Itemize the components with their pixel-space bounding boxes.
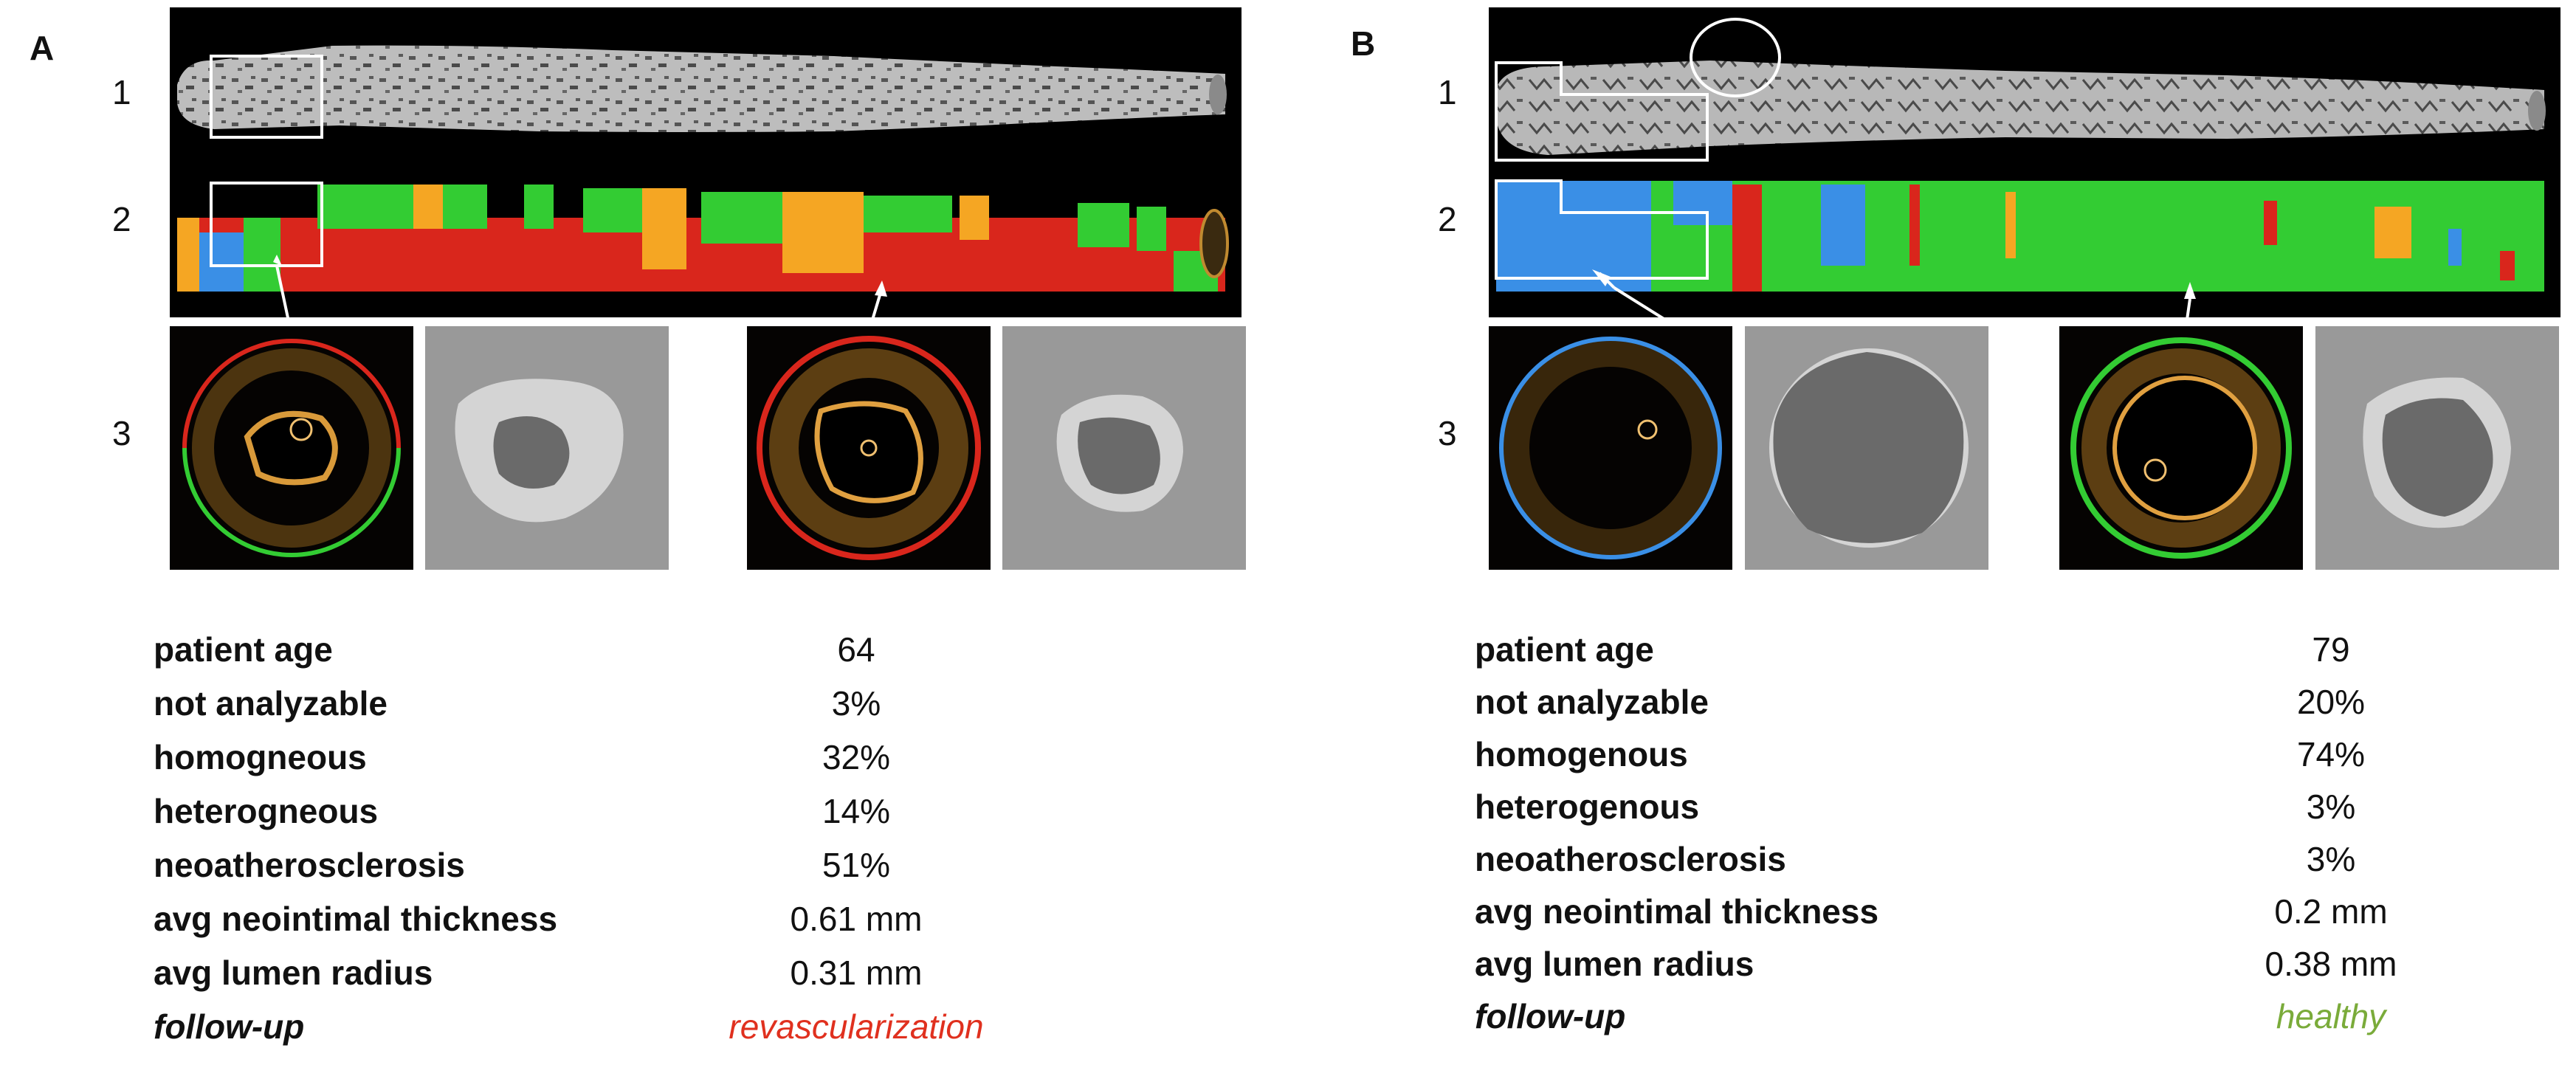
panel-b-stat-label: neoatherosclerosis xyxy=(1475,840,1786,878)
panel-b-stat-value: 3% xyxy=(2306,840,2356,878)
panel-a-gray-vessel xyxy=(177,45,1225,132)
panel-a-stat-value: 14% xyxy=(822,792,891,830)
panel-b-segmentation-1 xyxy=(1745,326,1988,570)
panel-b-oct-image-1 xyxy=(1489,326,1732,570)
panel-b-stat-label: not analyzable xyxy=(1475,683,1709,721)
panel-a-segmentation-1 xyxy=(425,326,669,570)
panel-a-stat-label: homogneous xyxy=(154,738,367,776)
panel-a-stat-label: patient age xyxy=(154,630,333,669)
panel-b-gray-vessel xyxy=(1496,61,2544,155)
panel-a-followup-value: revascularization xyxy=(729,1007,984,1046)
panel-a-row-2-label: 2 xyxy=(112,200,131,238)
panel-b-letter: B xyxy=(1351,24,1376,63)
panel-a-stat-label: avg lumen radius xyxy=(154,954,433,992)
panel-b-stat-value: 0.2 mm xyxy=(2274,892,2388,931)
panel-a-stat-label: not analyzable xyxy=(154,684,388,723)
panel-b-highlight-box-2 xyxy=(1495,179,1709,280)
panel-b-stat-value: 79 xyxy=(2312,630,2350,669)
panel-b-highlight-box-1 xyxy=(1495,61,1709,162)
panel-a-stat-value: 64 xyxy=(837,630,875,669)
panel-b-stat-value: 3% xyxy=(2306,787,2356,826)
panel-a-stat-label: avg neointimal thickness xyxy=(154,900,558,938)
panel-a-highlight-box-2 xyxy=(210,182,323,267)
panel-b-row-2-label: 2 xyxy=(1438,200,1457,238)
panel-a-stat-value: 3% xyxy=(831,684,881,723)
panel-b-followup-value: healthy xyxy=(2276,997,2386,1035)
panel-a-stat-value: 0.31 mm xyxy=(790,954,923,992)
panel-a-stat-label: heterogneous xyxy=(154,792,379,830)
panel-a-followup-label: follow-up xyxy=(154,1007,305,1046)
panel-a-stat-value: 32% xyxy=(822,738,891,776)
panel-b-row-3-label: 3 xyxy=(1438,414,1457,452)
panel-b-segmentation-2 xyxy=(2315,326,2559,570)
panel-a-stat-value: 51% xyxy=(822,846,891,884)
panel-b-stat-label: avg lumen radius xyxy=(1475,945,1754,983)
panel-b-stat-value: 0.38 mm xyxy=(2265,945,2397,983)
panel-b-row-1-label: 1 xyxy=(1438,73,1457,111)
panel-a-letter: A xyxy=(30,29,55,67)
panel-b-highlight-circle xyxy=(1690,18,1781,97)
panel-b-stat-value: 74% xyxy=(2296,735,2366,773)
panel-b-stat-label: avg neointimal thickness xyxy=(1475,892,1879,931)
panel-a-highlight-box-1 xyxy=(210,55,323,139)
panel-a-row-3-label: 3 xyxy=(112,414,131,452)
panel-a-stat-value: 0.61 mm xyxy=(790,900,923,938)
panel-a-stent-render xyxy=(170,7,1241,317)
panel-b-colored-vessel xyxy=(1496,181,2544,292)
panel-b-stent-render xyxy=(1489,7,2560,317)
panel-b-stat-value: 20% xyxy=(2296,683,2366,721)
panel-b-oct-image-2 xyxy=(2059,326,2303,570)
panel-b-stat-label: patient age xyxy=(1475,630,1654,669)
panel-b-followup-label: follow-up xyxy=(1475,997,1626,1035)
panel-a-colored-vessel xyxy=(177,185,1225,292)
panel-a-oct-image-2 xyxy=(747,326,991,570)
panel-a-segmentation-2 xyxy=(1002,326,1246,570)
panel-a-row-1-label: 1 xyxy=(112,73,131,111)
panel-a-stat-label: neoatherosclerosis xyxy=(154,846,465,884)
panel-b-stat-label: heterogenous xyxy=(1475,787,1700,826)
panel-a-oct-image-1 xyxy=(170,326,413,570)
panel-b-stat-label: homogenous xyxy=(1475,735,1688,773)
